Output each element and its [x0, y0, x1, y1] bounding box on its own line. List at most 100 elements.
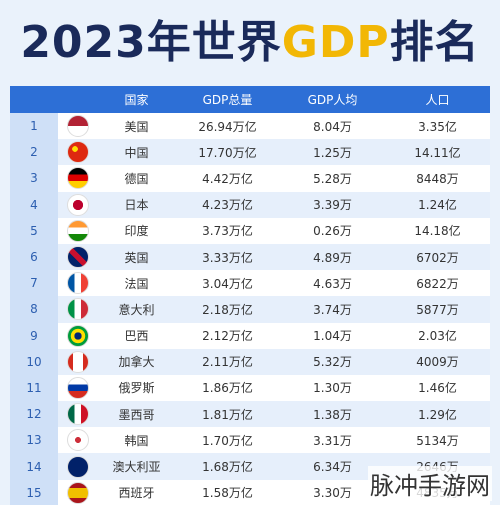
table: 国家 GDP总量 GDP人均 人口 1 美国 26.94万亿 8.04万 3.35亿 2 中…	[10, 86, 490, 505]
flag-icon	[67, 193, 89, 216]
table-cell: 2.12万亿	[202, 329, 253, 344]
title-highlight: GDP	[281, 17, 390, 68]
title-part: 排名	[389, 17, 480, 68]
table-cell: 14.11亿	[414, 145, 461, 160]
flag-icon	[67, 376, 89, 399]
flag-icon	[67, 272, 89, 295]
table-cell: 4.42万亿	[202, 171, 253, 186]
table-cell: 中国	[124, 145, 149, 160]
watermark: 脉冲手游网	[368, 466, 492, 501]
rank-cell: 4	[10, 191, 58, 218]
table-cell: 1.86万亿	[202, 381, 253, 396]
table-cell: 1.38万	[313, 407, 352, 422]
table-cell: 0.26万	[313, 224, 352, 239]
table-cell: 1.68万亿	[202, 460, 253, 475]
rank-cell: 14	[10, 453, 58, 480]
table-cell: 法国	[124, 276, 149, 291]
table-cell: 德国	[124, 171, 149, 186]
table-row: 6 英国 3.33万亿 4.89万 6702万	[10, 243, 490, 271]
table-cell: 3.74万	[313, 302, 352, 317]
flag-cell	[58, 298, 98, 321]
table-cell: 1.70万亿	[202, 433, 253, 448]
table-cell: 印度	[124, 224, 149, 239]
table-cell: 1.30万	[313, 381, 352, 396]
table-cell: 5.32万	[313, 355, 352, 370]
table-cell: 巴西	[124, 329, 149, 344]
rank-cell: 3	[10, 165, 58, 192]
rank-cell: 6	[10, 243, 58, 271]
rank-cell: 7	[10, 270, 58, 297]
flag-cell	[58, 167, 98, 190]
table-cell: 5.28万	[313, 171, 352, 186]
flag-cell	[58, 376, 98, 399]
table-cell: 日本	[124, 198, 149, 213]
table-cell: 加拿大	[118, 355, 155, 370]
flag-cell	[58, 141, 98, 164]
table-cell: 3.33万亿	[202, 250, 253, 265]
flag-cell	[58, 115, 98, 138]
table-row: 10 加拿大 2.11万亿 5.32万 4009万	[10, 348, 490, 375]
table-cell: 2.11万亿	[202, 355, 253, 370]
flag-cell	[58, 193, 98, 216]
flag-icon	[67, 115, 89, 138]
table-cell: 1.46亿	[418, 381, 457, 396]
table-row: 3 德国 4.42万亿 5.28万 8448万	[10, 165, 490, 192]
table-cell: 俄罗斯	[118, 381, 155, 396]
table-row: 13 韩国 1.70万亿 3.31万 5134万	[10, 427, 490, 454]
table-cell: 美国	[124, 119, 149, 134]
table-cell: 英国	[124, 250, 149, 265]
table-cell: 3.04万亿	[202, 276, 253, 291]
table-cell: 3.35亿	[418, 119, 457, 134]
header-row: 国家 GDP总量 GDP人均 人口	[10, 86, 490, 113]
table-cell: 西班牙	[118, 486, 155, 501]
table-cell: 4.63万	[313, 276, 352, 291]
column-header: GDP人均	[307, 93, 358, 107]
table-cell: 26.94万亿	[198, 119, 257, 134]
title-part: 2023年世界	[20, 17, 282, 68]
table-row: 12 墨西哥 1.81万亿 1.38万 1.29亿	[10, 401, 490, 428]
table-row: 5 印度 3.73万亿 0.26万 14.18亿	[10, 217, 490, 244]
table-cell: 5877万	[416, 302, 459, 317]
flag-cell	[58, 403, 98, 426]
column-header: 国家	[124, 93, 149, 107]
flag-icon	[67, 167, 89, 190]
flag-cell	[58, 324, 98, 347]
flag-icon	[67, 429, 89, 452]
table-cell: 1.04万	[313, 329, 352, 344]
table-cell: 4009万	[416, 355, 459, 370]
flag-cell	[58, 481, 98, 504]
table-cell: 韩国	[124, 433, 149, 448]
table-cell: 1.24亿	[418, 198, 457, 213]
flag-cell	[58, 219, 98, 242]
table-cell: 3.73万亿	[202, 224, 253, 239]
rank-cell: 5	[10, 217, 58, 244]
rank-cell: 15	[10, 479, 58, 505]
title: 2023年世界GDP排名	[0, 6, 500, 70]
table-cell: 澳大利亚	[112, 460, 161, 475]
table-cell: 5134万	[416, 433, 459, 448]
flag-icon	[67, 481, 89, 504]
table-cell: 1.81万亿	[202, 407, 253, 422]
rank-cell: 9	[10, 322, 58, 349]
table-cell: 2.03亿	[418, 329, 457, 344]
rank-cell: 2	[10, 139, 58, 166]
table-row: 8 意大利 2.18万亿 3.74万 5877万	[10, 296, 490, 323]
table-cell: 6702万	[416, 250, 459, 265]
rank-cell: 13	[10, 427, 58, 454]
flag-icon	[67, 141, 89, 164]
flag-icon	[67, 219, 89, 242]
flag-cell	[58, 350, 98, 373]
flag-cell	[58, 429, 98, 452]
rank-cell: 12	[10, 401, 58, 428]
flag-cell	[58, 455, 98, 478]
table-cell: 6822万	[416, 276, 459, 291]
flag-cell	[58, 272, 98, 295]
table-row: 9 巴西 2.12万亿 1.04万 2.03亿	[10, 322, 490, 349]
column-header: GDP总量	[202, 93, 253, 107]
flag-icon	[67, 455, 89, 478]
flag-icon	[67, 246, 89, 269]
table-row: 2 中国 17.70万亿 1.25万 14.11亿	[10, 139, 490, 166]
table-cell: 3.39万	[313, 198, 352, 213]
flag-icon	[67, 298, 89, 321]
